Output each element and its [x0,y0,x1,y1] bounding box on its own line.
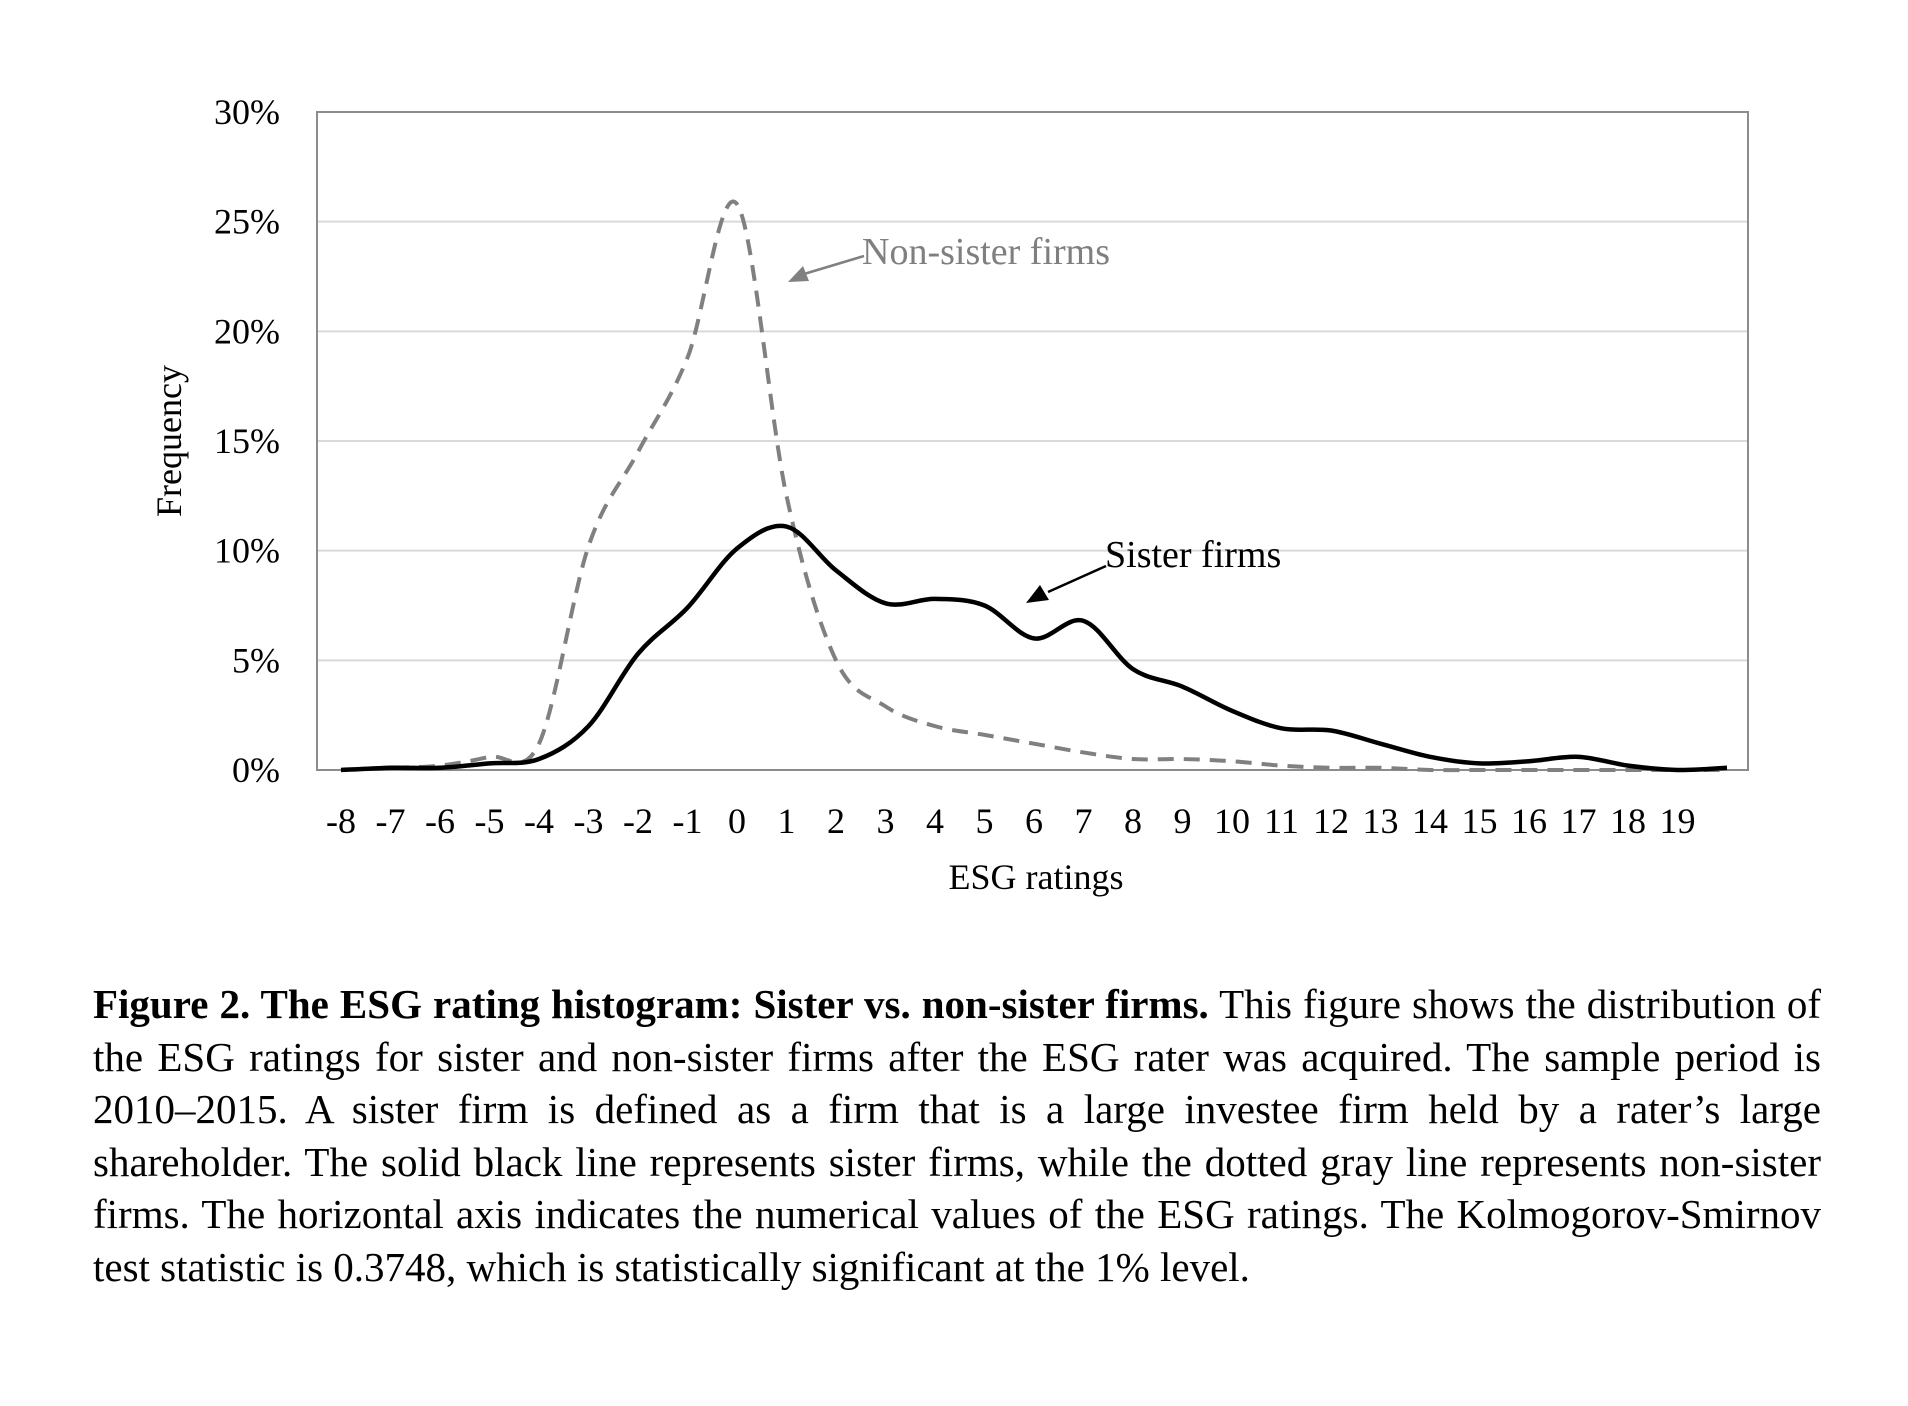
x-axis-ticks: -8 -7 -6 -5 -4 -3 -2 -1 0 1 2 3 4 5 6 7 8 9 10 11 12 13 14 15 16… [326,801,1696,841]
x-tick-label: 14 [1412,801,1448,841]
y-tick-label: 15% [214,421,280,461]
y-tick-label: 30% [214,92,280,132]
plot-area-frame [316,111,1749,771]
y-tick-label: 10% [214,531,280,571]
x-tick-label: 9 [1174,801,1192,841]
y-axis-ticks: 0% 5% 10% 15% 20% 25% 30% [214,92,280,790]
x-tick-label: -3 [574,801,604,841]
non-sister-firms-series-line [340,199,1727,773]
x-tick-label: 11 [1264,801,1299,841]
x-axis-label: ESG ratings [949,857,1124,897]
x-tick-label: 17 [1561,801,1597,841]
x-tick-label: -7 [376,801,406,841]
x-tick-label: 16 [1511,801,1547,841]
sister-annotation-line [1047,564,1107,594]
y-tick-label: 25% [214,202,280,242]
x-tick-label: -6 [425,801,455,841]
non-sister-firms-label: Non-sister firms [862,231,1110,273]
y-tick-label: 20% [214,311,280,351]
x-tick-label: 15 [1462,801,1498,841]
x-tick-label: 3 [877,801,895,841]
y-tick-label: 5% [232,640,280,680]
x-tick-label: 4 [926,801,944,841]
caption-body: This figure shows the distribution of th… [93,981,1821,1290]
sister-firms-label: Sister firms [1105,534,1281,576]
x-tick-label: -2 [623,801,653,841]
caption-title: Figure 2. The ESG rating histogram: Sist… [93,981,1209,1027]
sister-firms-series-line [340,523,1728,773]
x-tick-label: -1 [673,801,703,841]
y-axis-label: Frequency [149,365,189,517]
y-tick-label: 0% [232,750,280,790]
x-tick-label: 1 [778,801,796,841]
x-tick-label: 2 [827,801,845,841]
x-tick-label: 6 [1025,801,1043,841]
x-tick-label: 8 [1124,801,1142,841]
non-sister-annotation-line [803,254,865,276]
x-tick-label: 10 [1214,801,1250,841]
series-layer [340,199,1728,773]
x-tick-label: -8 [326,801,356,841]
non-sister-annotation-arrowhead [788,266,809,282]
x-tick-label: 5 [976,801,994,841]
gridlines [317,220,1748,771]
x-tick-label: 19 [1660,801,1696,841]
x-tick-label: -4 [524,801,554,841]
figure-caption: Figure 2. The ESG rating histogram: Sist… [93,978,1821,1293]
x-tick-label: 0 [728,801,746,841]
sister-annotation-arrowhead [1026,585,1049,603]
x-tick-label: -5 [475,801,505,841]
x-tick-label: 7 [1075,801,1093,841]
x-tick-label: 12 [1313,801,1349,841]
x-tick-label: 18 [1610,801,1646,841]
x-tick-label: 13 [1363,801,1399,841]
esg-rating-chart: 0%5%10%15%20%25%30% -8 -7 -6 -5 -4 -3 -2 -1 0 1 2 3… [149,92,1749,897]
